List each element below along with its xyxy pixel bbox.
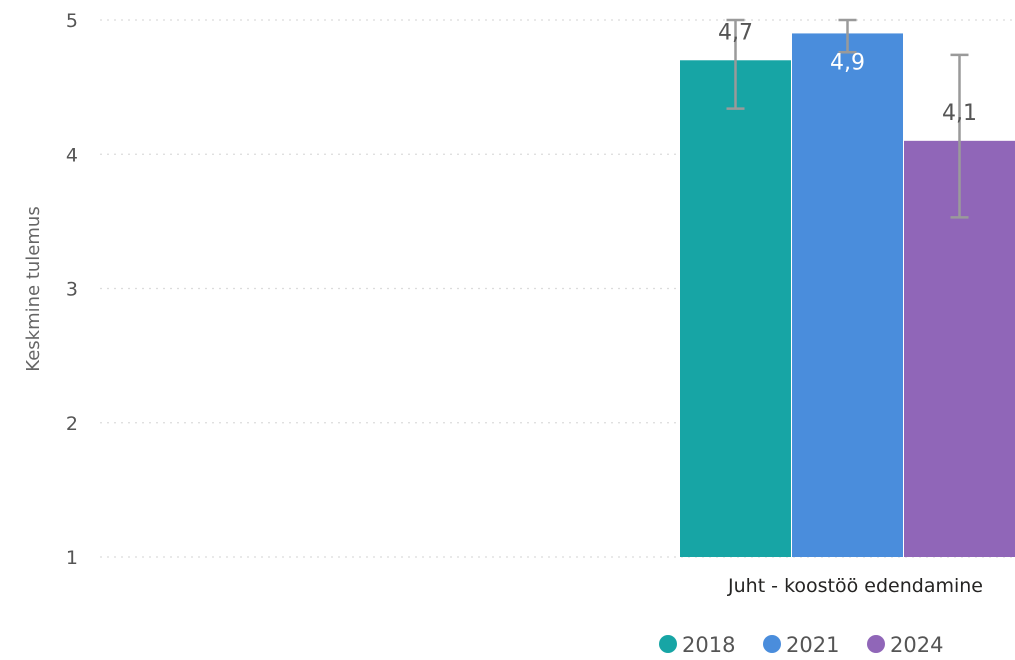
legend-swatch-2024	[867, 635, 885, 653]
legend-item-2018[interactable]: 2018	[659, 633, 735, 657]
bar-2018[interactable]	[680, 60, 791, 558]
x-axis-categories: Juht - koostöö edendamine	[727, 575, 983, 597]
y-tick-label-1: 1	[66, 547, 78, 569]
data-label-2024: 4,1	[942, 101, 977, 126]
y-tick-label-4: 4	[66, 144, 78, 166]
legend-label-2021: 2021	[786, 633, 839, 657]
error-bar-2021	[838, 18, 857, 54]
legend-label-2018: 2018	[682, 633, 735, 657]
y-axis-ticks: 1 2 3 4 5	[66, 10, 78, 569]
error-bar-2018	[726, 18, 745, 110]
bars	[680, 33, 1015, 558]
error-bars	[726, 18, 969, 219]
gridlines	[100, 19, 1012, 558]
legend-item-2021[interactable]: 2021	[763, 633, 839, 657]
legend-label-2024: 2024	[890, 633, 943, 657]
error-bar-2024	[950, 53, 969, 219]
y-axis-title: Keskmine tulemus	[23, 206, 44, 371]
y-tick-label-3: 3	[66, 279, 78, 301]
y-tick-label-5: 5	[66, 10, 78, 32]
data-label-2021: 4,9	[830, 50, 865, 75]
category-label: Juht - koostöö edendamine	[727, 575, 983, 597]
legend[interactable]: 2018 2021 2024	[659, 633, 943, 657]
bar-2021[interactable]	[792, 33, 903, 558]
data-labels: 4,7 4,9 4,1	[718, 20, 977, 126]
y-tick-label-2: 2	[66, 413, 78, 435]
data-label-2018: 4,7	[718, 20, 753, 45]
legend-swatch-2021	[763, 635, 781, 653]
legend-item-2024[interactable]: 2024	[867, 633, 943, 657]
legend-swatch-2018	[659, 635, 677, 653]
